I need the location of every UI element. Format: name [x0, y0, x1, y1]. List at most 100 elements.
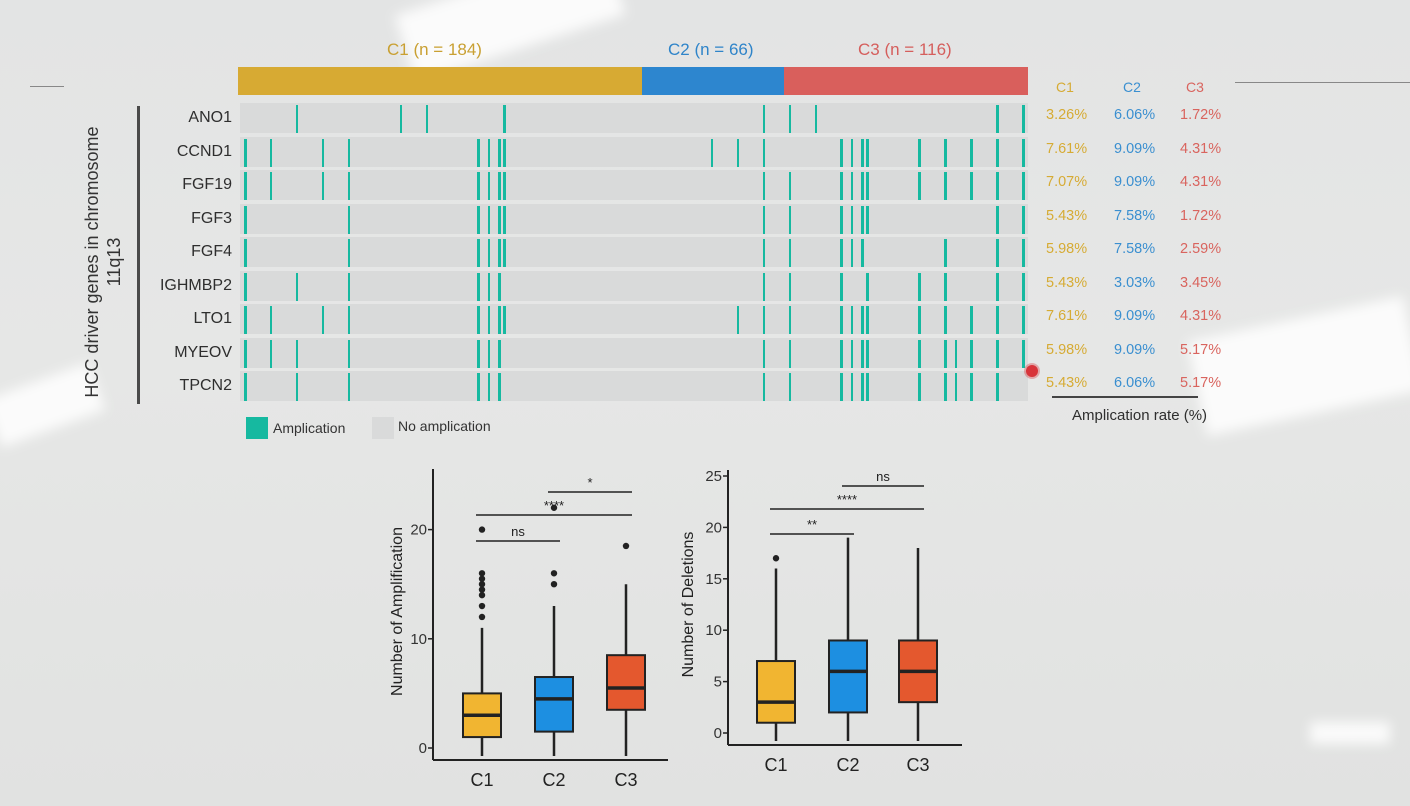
x-tick-label: C1 — [764, 755, 787, 775]
y-tick-label: 10 — [705, 622, 722, 639]
amplification-tick — [866, 172, 869, 200]
amplification-tick — [736, 306, 740, 334]
amplification-tick — [996, 239, 999, 267]
amplification-tick — [244, 138, 247, 167]
amplification-tick — [866, 272, 869, 301]
amplification-tick — [944, 373, 947, 401]
amplification-rate-value: 2.59% — [1180, 241, 1222, 257]
divider-line — [1235, 82, 1410, 83]
amplification-tick — [498, 306, 501, 334]
amplification-tick — [1022, 172, 1025, 200]
amplification-tick — [1022, 272, 1025, 301]
amplification-tick — [762, 373, 766, 401]
cluster-label-c3: C3 (n = 116) — [858, 40, 952, 59]
amplification-tick — [321, 138, 325, 167]
amplification-tick — [996, 138, 999, 167]
amplification-tick — [498, 138, 501, 167]
amplification-tick — [487, 239, 491, 267]
amplification-tick — [244, 373, 247, 401]
amplification-tick — [814, 105, 818, 133]
cluster-bar-c3 — [784, 67, 1028, 95]
amplification-tick — [710, 138, 714, 167]
outlier-point — [772, 555, 780, 562]
amplification-tick — [477, 138, 480, 167]
amplification-tick — [918, 339, 921, 368]
amplification-tick — [861, 138, 864, 167]
y-tick-label: 10 — [410, 631, 427, 648]
amplification-tick — [269, 138, 273, 167]
amplification-tick — [850, 373, 854, 401]
amplification-tick — [244, 239, 247, 267]
amplification-rate-value: 3.26% — [1046, 107, 1088, 123]
amplification-tick — [861, 373, 864, 401]
amplification-tick — [503, 105, 506, 133]
x-tick-label: C2 — [542, 770, 565, 790]
y-tick-label: 25 — [705, 468, 722, 485]
amplification-tick — [918, 138, 921, 167]
amplification-tick — [1022, 205, 1025, 234]
amplification-tick — [762, 138, 766, 167]
amplification-rate-value: 7.58% — [1114, 241, 1156, 257]
amplification-tick — [269, 339, 273, 368]
amplification-tick — [788, 373, 792, 401]
outlier-point — [478, 613, 486, 621]
amplification-rate-value: 9.09% — [1114, 308, 1156, 324]
amplification-tick — [788, 272, 792, 301]
x-tick-label: C3 — [906, 755, 929, 775]
amplification-tick — [996, 205, 999, 234]
y-tick-label: 5 — [714, 674, 722, 691]
box — [606, 654, 646, 711]
amplification-tick — [918, 373, 921, 401]
amplification-tick — [498, 339, 501, 368]
amplification-tick — [954, 373, 958, 401]
gene-label: ANO1 — [188, 109, 232, 126]
outlier-point — [550, 581, 558, 588]
amplification-tick — [840, 272, 843, 301]
amplification-tick — [498, 373, 501, 401]
amplification-tick — [866, 205, 869, 234]
amplification-tick — [477, 306, 480, 334]
box — [756, 660, 796, 724]
heatmap-y-axis-title: HCC driver genes in chromosome 11q13 — [82, 126, 124, 398]
amplification-rate-value: 7.58% — [1114, 207, 1156, 224]
gene-label: TPCN2 — [179, 377, 232, 394]
amplification-tick — [477, 373, 480, 401]
amplification-tick — [321, 306, 325, 334]
amplification-tick — [918, 272, 921, 301]
amplification-rate-value: 5.43% — [1046, 207, 1088, 224]
amplification-tick — [840, 373, 843, 401]
rate-col-head-c2: C2 — [1123, 79, 1141, 95]
amplification-rate-value: 5.17% — [1180, 341, 1222, 358]
amplification-tick — [487, 306, 491, 334]
amplification-tick — [840, 306, 843, 334]
amplification-tick — [970, 172, 973, 200]
amplification-rate-value: 6.06% — [1114, 375, 1156, 391]
amplification-tick — [295, 339, 299, 368]
y-tick-label: 0 — [419, 740, 427, 757]
gene-row-band — [240, 371, 1028, 401]
gene-row-band — [240, 203, 1028, 234]
amplification-tick — [996, 373, 999, 401]
amplification-tick — [269, 172, 273, 200]
gene-row-band — [240, 270, 1028, 301]
box — [462, 692, 502, 739]
amplification-tick — [970, 339, 973, 368]
amplification-rate-value: 3.03% — [1114, 274, 1156, 291]
amplification-tick — [503, 205, 506, 234]
amplification-tick — [850, 306, 854, 334]
gene-label: FGF19 — [182, 176, 232, 193]
y-tick-label: 0 — [714, 725, 722, 742]
amplification-tick — [788, 205, 792, 234]
amplification-tick — [918, 172, 921, 200]
x-tick-label: C1 — [470, 770, 493, 790]
box — [898, 639, 938, 704]
amplification-tick — [996, 105, 999, 133]
amplification-tick — [861, 306, 864, 334]
outlier-point — [478, 581, 486, 588]
x-tick-label: C3 — [614, 770, 637, 790]
legend-swatch-no-amplification — [372, 417, 394, 439]
y-axis-bracket — [137, 106, 140, 404]
amplification-tick — [861, 339, 864, 368]
outlier-point — [622, 542, 630, 550]
amplification-tick — [498, 205, 501, 234]
